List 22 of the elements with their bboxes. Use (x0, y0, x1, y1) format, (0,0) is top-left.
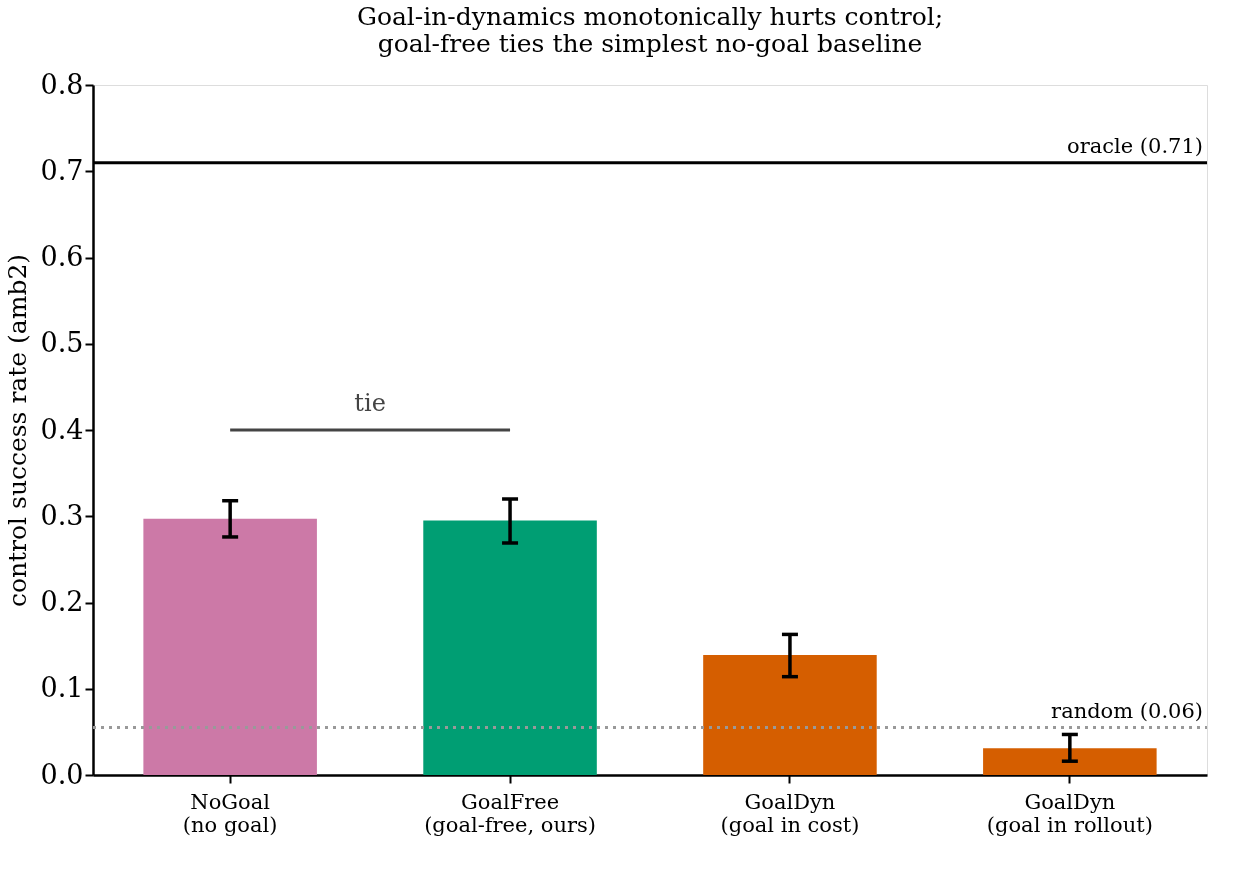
y-axis-title: control success rate (amb2) (2, 253, 32, 608)
chart-title: Goal-in-dynamics monotonically hurts control; goal-free ties the simplest no-goal baseline (356, 2, 944, 58)
bar (703, 655, 877, 775)
annotation: tie (354, 389, 386, 417)
ref-line-label: oracle (0.71) (1067, 133, 1203, 158)
y-tick-label: 0.4 (40, 413, 84, 445)
y-tick-label: 0.1 (40, 672, 84, 704)
x-tick-label: GoalFree (goal-free, ours) (424, 789, 596, 837)
y-tick-label: 0.2 (40, 586, 84, 617)
bar (983, 748, 1157, 775)
ref-line-label: random (0.06) (1051, 698, 1203, 723)
y-tick-label: 0.3 (40, 499, 84, 531)
y-tick-label: 0.8 (40, 68, 84, 100)
y-tick-label: 0.0 (40, 758, 84, 790)
y-tick-label: 0.6 (40, 241, 84, 272)
x-tick-label: GoalDyn (goal in cost) (720, 789, 860, 837)
x-tick-label: GoalDyn (goal in rollout) (986, 789, 1153, 837)
y-tick-label: 0.7 (40, 154, 84, 186)
bar (143, 518, 317, 775)
bar (423, 520, 597, 775)
x-tick-label: NoGoal (no goal) (182, 789, 278, 837)
y-tick-label: 0.5 (40, 327, 84, 359)
